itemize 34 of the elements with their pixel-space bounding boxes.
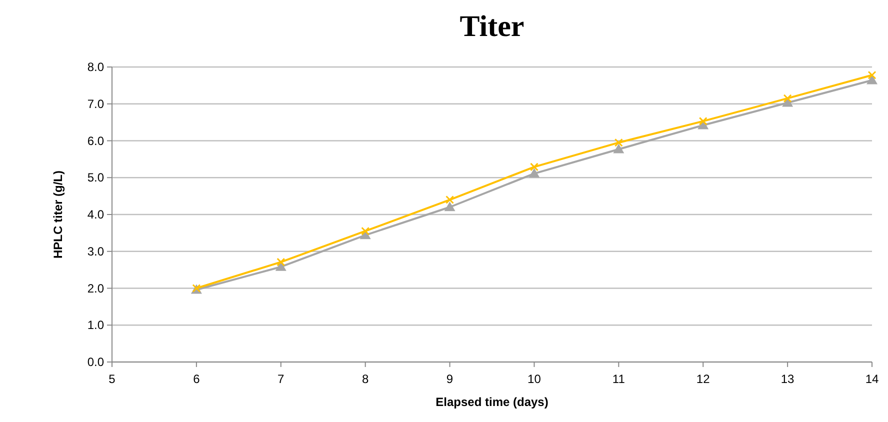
y-tick-label: 8.0 — [87, 60, 104, 74]
y-tick-label: 3.0 — [87, 244, 104, 258]
point — [868, 70, 876, 80]
point — [446, 196, 454, 204]
point — [361, 226, 370, 236]
x-tick-label: 7 — [278, 372, 285, 386]
point — [866, 74, 878, 84]
point — [614, 138, 623, 147]
x-axis-title: Elapsed time (days) — [436, 395, 548, 409]
y-axis-title: HPLC titer (g/L) — [51, 170, 65, 258]
y-tick-label: 6.0 — [87, 134, 104, 148]
point — [613, 144, 624, 154]
x-tick-label: 10 — [528, 372, 542, 386]
x-tick-label: 9 — [446, 372, 454, 386]
x-tick-label: 14 — [865, 372, 879, 386]
point — [698, 116, 708, 126]
point — [530, 162, 538, 172]
x-tick-label: 13 — [780, 372, 795, 386]
x-tick-label: 6 — [193, 372, 200, 386]
y-tick-label: 5.0 — [87, 170, 104, 185]
y-tick-label: 4.0 — [87, 208, 104, 222]
x-tick-label: 11 — [612, 372, 626, 386]
point — [783, 94, 792, 103]
chart-title: Titer — [460, 10, 524, 43]
point — [276, 258, 286, 266]
point — [444, 202, 456, 212]
y-tick-label: 2.0 — [87, 281, 104, 296]
y-tick-label: 7.0 — [87, 96, 104, 111]
y-tick-label: 0.0 — [87, 355, 104, 369]
point — [528, 168, 540, 178]
x-tick-label: 12 — [696, 372, 710, 386]
x-tick-label: 5 — [108, 372, 116, 386]
x-tick-label: 8 — [362, 372, 369, 386]
y-tick-label: 1.0 — [87, 318, 104, 332]
